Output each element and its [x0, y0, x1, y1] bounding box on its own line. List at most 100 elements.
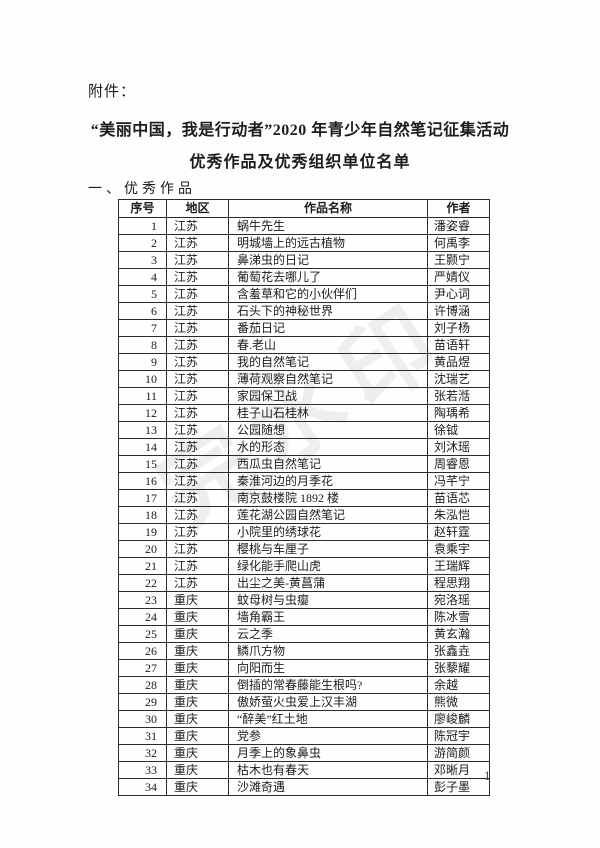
row-region: 江苏 — [166, 421, 229, 439]
row-region: 重庆 — [166, 659, 229, 677]
row-number: 23 — [118, 591, 167, 609]
row-title: 我的自然笔记 — [228, 353, 428, 371]
table-row: 2 江苏 明城墙上的远古植物 何禹李 — [118, 234, 490, 252]
row-number: 2 — [118, 234, 167, 252]
row-title: 水的形态 — [228, 438, 428, 456]
row-title: 月季上的象鼻虫 — [228, 744, 428, 762]
row-author: 宛洛瑶 — [427, 591, 490, 609]
row-region: 重庆 — [166, 625, 229, 643]
table-row: 5 江苏 含羞草和它的小伙伴们 尹心词 — [118, 285, 490, 303]
row-number: 9 — [118, 353, 167, 371]
row-title: 秦淮河边的月季花 — [228, 472, 428, 490]
row-author: 周睿恩 — [427, 455, 490, 473]
row-number: 21 — [118, 557, 167, 575]
attachment-label: 附件： — [88, 84, 137, 100]
row-title: 沙滩奇遇 — [228, 778, 428, 796]
row-region: 江苏 — [166, 319, 229, 337]
row-author: 张藜耀 — [427, 659, 490, 677]
table-row: 18 江苏 莲花湖公园自然笔记 朱泓恺 — [118, 506, 490, 524]
table-row: 28 重庆 倒插的常春藤能生根吗? 余越 — [118, 676, 490, 694]
table-row: 20 江苏 樱桃与车厘子 袁乘宇 — [118, 540, 490, 558]
row-author: 苗语芯 — [427, 489, 490, 507]
row-title: 枯木也有春天 — [228, 761, 428, 779]
row-region: 江苏 — [166, 557, 229, 575]
row-author: 黄品煜 — [427, 353, 490, 371]
row-region: 重庆 — [166, 693, 229, 711]
table-body: 1 江苏 蜗牛先生 潘姿睿 2 江苏 明城墙上的远古植物 何禹李 3 江苏 鼻涕虫的日记 王颢宁 4 江苏… — [118, 217, 490, 796]
row-number: 4 — [118, 268, 167, 286]
table-row: 9 江苏 我的自然笔记 黄品煜 — [118, 353, 490, 371]
row-region: 重庆 — [166, 710, 229, 728]
works-table: 序号 地区 作品名称 作者 1 江苏 蜗牛先生 潘姿睿 2 江苏 明城墙上的远古植物 何禹李 3… — [118, 199, 490, 796]
table-row: 12 江苏 桂子山石桂林 陶瑀希 — [118, 404, 490, 422]
row-title: 鳞爪方物 — [228, 642, 428, 660]
row-author: 刘子杨 — [427, 319, 490, 337]
header-title: 作品名称 — [228, 199, 428, 218]
row-title: 番茄日记 — [228, 319, 428, 337]
table-row: 26 重庆 鳞爪方物 张鑫垚 — [118, 642, 490, 660]
row-number: 29 — [118, 693, 167, 711]
row-region: 江苏 — [166, 336, 229, 354]
header-author: 作者 — [427, 199, 490, 218]
row-number: 17 — [118, 489, 167, 507]
row-title: 石头下的神秘世界 — [228, 302, 428, 320]
table-row: 14 江苏 水的形态 刘沐瑶 — [118, 438, 490, 456]
row-title: 樱桃与车厘子 — [228, 540, 428, 558]
row-title: 桂子山石桂林 — [228, 404, 428, 422]
row-region: 重庆 — [166, 642, 229, 660]
row-number: 26 — [118, 642, 167, 660]
row-title: 家园保卫战 — [228, 387, 428, 405]
row-number: 1 — [118, 217, 167, 235]
table-row: 22 江苏 出尘之美-黄菖蒲 程思翔 — [118, 574, 490, 592]
row-author: 冯芊宁 — [427, 472, 490, 490]
row-title: 公园随想 — [228, 421, 428, 439]
row-number: 6 — [118, 302, 167, 320]
row-title: 蜗牛先生 — [228, 217, 428, 235]
row-title: 向阳而生 — [228, 659, 428, 677]
row-number: 5 — [118, 285, 167, 303]
page-number: 1 — [484, 768, 491, 783]
row-title: 西瓜虫自然笔记 — [228, 455, 428, 473]
table-row: 31 重庆 党参 陈冠宇 — [118, 727, 490, 745]
header-number: 序号 — [118, 199, 167, 218]
row-region: 江苏 — [166, 251, 229, 269]
row-number: 7 — [118, 319, 167, 337]
table-row: 17 江苏 南京鼓楼院 1892 楼苗语芯 — [118, 489, 490, 507]
table-row: 8 江苏 春.老山 苗语轩 — [118, 336, 490, 354]
row-region: 江苏 — [166, 523, 229, 541]
document-title-line1: “美丽中国，我是行动者”2020 年青少年自然笔记征集活动 — [90, 122, 510, 139]
table-row: 33 重庆 枯木也有春天 邓晰月 — [118, 761, 490, 779]
row-title: 蚊母树与虫瘿 — [228, 591, 428, 609]
row-region: 江苏 — [166, 217, 229, 235]
row-number: 22 — [118, 574, 167, 592]
row-author: 张鑫垚 — [427, 642, 490, 660]
row-title: 傲娇萤火虫爱上汉丰湖 — [228, 693, 428, 711]
row-number: 33 — [118, 761, 167, 779]
row-number: 11 — [118, 387, 167, 405]
row-region: 江苏 — [166, 234, 229, 252]
table-row: 16 江苏 秦淮河边的月季花 冯芊宁 — [118, 472, 490, 490]
row-title: 倒插的常春藤能生根吗? — [228, 676, 428, 694]
row-number: 8 — [118, 336, 167, 354]
row-region: 江苏 — [166, 302, 229, 320]
row-number: 13 — [118, 421, 167, 439]
table-row: 10 江苏 薄荷观察自然笔记 沈瑞艺 — [118, 370, 490, 388]
header-region: 地区 — [166, 199, 229, 218]
row-number: 31 — [118, 727, 167, 745]
row-region: 重庆 — [166, 676, 229, 694]
row-author: 王瑞辉 — [427, 557, 490, 575]
row-title: 鼻涕虫的日记 — [228, 251, 428, 269]
row-author: 彭子墨 — [427, 778, 490, 796]
row-region: 江苏 — [166, 540, 229, 558]
row-region: 江苏 — [166, 370, 229, 388]
row-number: 32 — [118, 744, 167, 762]
row-title: 小院里的绣球花 — [228, 523, 428, 541]
row-author: 何禹李 — [427, 234, 490, 252]
row-author: 许博涵 — [427, 302, 490, 320]
row-author: 苗语轩 — [427, 336, 490, 354]
document-title-line2: 优秀作品及优秀组织单位名单 — [189, 154, 411, 171]
row-author: 熊微 — [427, 693, 490, 711]
row-region: 江苏 — [166, 285, 229, 303]
row-region: 江苏 — [166, 268, 229, 286]
row-title: 南京鼓楼院 1892 楼 — [228, 489, 428, 507]
